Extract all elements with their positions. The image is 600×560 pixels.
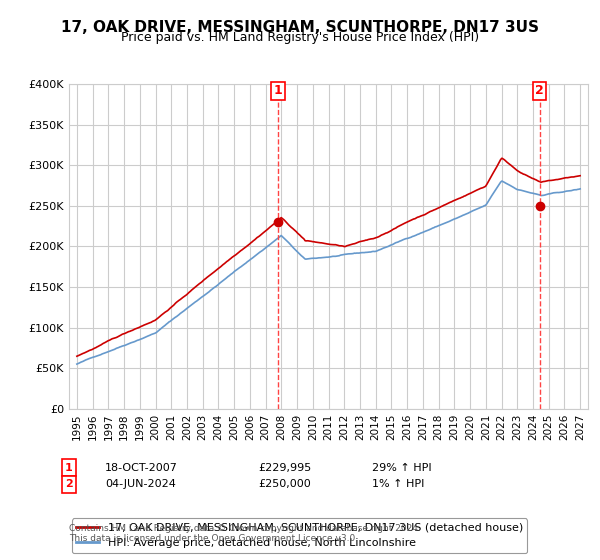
Text: 1: 1 <box>274 84 283 97</box>
Text: 29% ↑ HPI: 29% ↑ HPI <box>372 463 431 473</box>
Text: 04-JUN-2024: 04-JUN-2024 <box>105 479 176 489</box>
Text: 2: 2 <box>535 84 544 97</box>
Text: Price paid vs. HM Land Registry's House Price Index (HPI): Price paid vs. HM Land Registry's House … <box>121 31 479 44</box>
Text: 17, OAK DRIVE, MESSINGHAM, SCUNTHORPE, DN17 3US: 17, OAK DRIVE, MESSINGHAM, SCUNTHORPE, D… <box>61 20 539 35</box>
Legend: 17, OAK DRIVE, MESSINGHAM, SCUNTHORPE, DN17 3US (detached house), HPI: Average p: 17, OAK DRIVE, MESSINGHAM, SCUNTHORPE, D… <box>72 519 527 553</box>
Text: 1: 1 <box>65 463 73 473</box>
Text: Contains HM Land Registry data © Crown copyright and database right 2024.
This d: Contains HM Land Registry data © Crown c… <box>69 524 421 543</box>
Text: £229,995: £229,995 <box>258 463 311 473</box>
Text: 18-OCT-2007: 18-OCT-2007 <box>105 463 178 473</box>
Text: £250,000: £250,000 <box>258 479 311 489</box>
Text: 1% ↑ HPI: 1% ↑ HPI <box>372 479 424 489</box>
Text: 2: 2 <box>65 479 73 489</box>
